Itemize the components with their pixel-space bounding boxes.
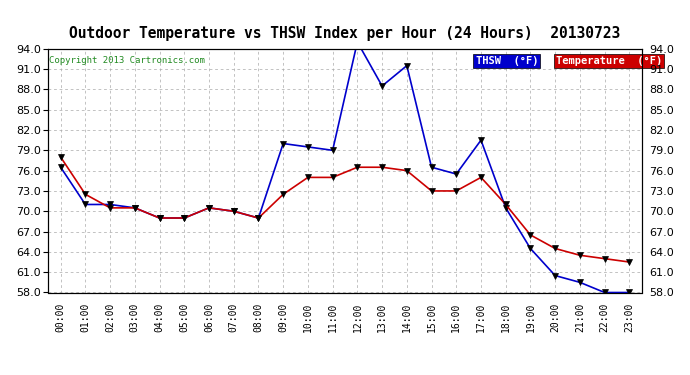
Text: THSW  (°F): THSW (°F): [475, 56, 538, 66]
Text: Outdoor Temperature vs THSW Index per Hour (24 Hours)  20130723: Outdoor Temperature vs THSW Index per Ho…: [70, 26, 620, 41]
Text: Temperature  (°F): Temperature (°F): [555, 56, 662, 66]
Text: Copyright 2013 Cartronics.com: Copyright 2013 Cartronics.com: [49, 56, 205, 65]
